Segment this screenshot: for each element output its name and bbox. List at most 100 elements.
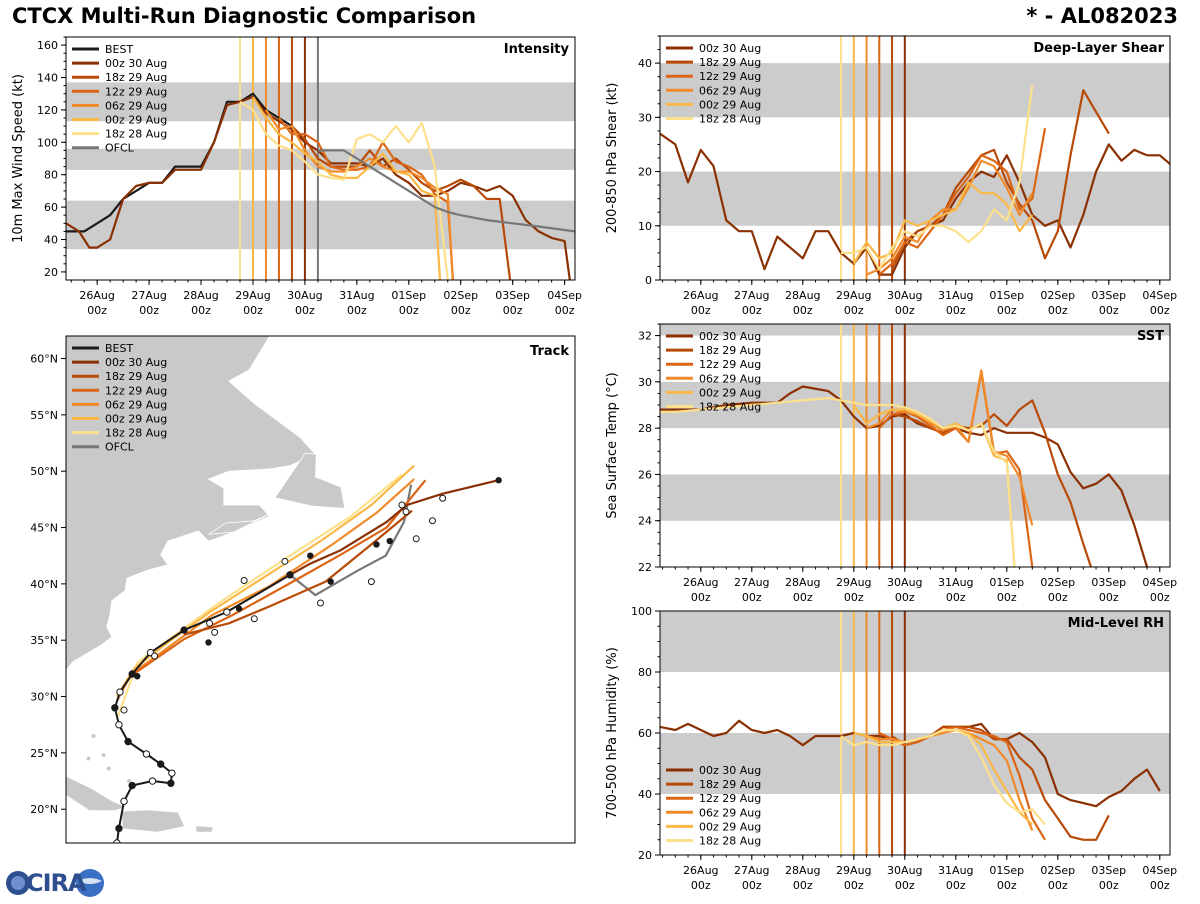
x-tick-label: 00z bbox=[295, 304, 315, 317]
y-tick-label: 100 bbox=[631, 605, 652, 618]
legend-label: OFCL bbox=[105, 441, 135, 454]
land-bahamas-island bbox=[86, 756, 91, 761]
chart-sst: 22 24 26 28 30 32 26Aug 00z 27Aug 00z 28Aug 00z 29Au… bbox=[605, 323, 1177, 604]
y-tick-label: 32 bbox=[638, 330, 652, 343]
x-tick-label: 03Sep bbox=[1091, 576, 1126, 589]
panel-title: Intensity bbox=[504, 42, 570, 57]
legend-label: 00z 29 Aug bbox=[699, 386, 761, 399]
series-line-18z-28-Aug bbox=[239, 100, 449, 280]
land-puerto-rico bbox=[196, 826, 213, 832]
legend-label: 00z 30 Aug bbox=[105, 57, 167, 70]
x-tick-label: 00z bbox=[997, 879, 1017, 892]
figure-title: CTCX Multi-Run Diagnostic Comparison bbox=[12, 4, 477, 28]
legend-label: 00z 30 Aug bbox=[699, 764, 761, 777]
y-tick-label: 10 bbox=[638, 220, 652, 233]
x-tick-label: 28Aug bbox=[785, 289, 820, 302]
x-tick-label: 00z bbox=[691, 879, 711, 892]
legend-label: 06z 29 Aug bbox=[105, 99, 167, 112]
x-tick-label: 01Sep bbox=[989, 289, 1024, 302]
x-tick-label: 00z bbox=[844, 304, 864, 317]
cira-logo: CIRA bbox=[4, 866, 108, 900]
legend-label: 18z 28 Aug bbox=[699, 835, 761, 848]
legend-label: 18z 29 Aug bbox=[105, 370, 167, 383]
x-tick-label: 04Sep bbox=[1142, 289, 1177, 302]
x-tick-label: 28Aug bbox=[183, 289, 218, 302]
x-tick-label: 00z bbox=[1048, 304, 1068, 317]
x-tick-label: 00z bbox=[997, 591, 1017, 604]
x-tick-label: 28Aug bbox=[785, 576, 820, 589]
x-tick-label: 00z bbox=[691, 591, 711, 604]
y-tick-label: 20 bbox=[44, 266, 58, 279]
legend-label: BEST bbox=[105, 43, 133, 56]
x-tick-label: 00z bbox=[895, 879, 915, 892]
best-track-marker bbox=[111, 704, 119, 712]
legend-label: 00z 29 Aug bbox=[699, 98, 761, 111]
x-tick-label: 00z bbox=[555, 304, 575, 317]
x-tick-label: 00z bbox=[399, 304, 419, 317]
y-tick-label: 100 bbox=[37, 136, 58, 149]
best-track-marker bbox=[148, 777, 157, 785]
x-tick-label: 30Aug bbox=[887, 864, 922, 877]
y-tick-label: 80 bbox=[638, 666, 652, 679]
legend-label: 06z 29 Aug bbox=[105, 398, 167, 411]
forecast-marker bbox=[235, 605, 243, 612]
y-tick-label: 60 bbox=[638, 727, 652, 740]
forecast-marker bbox=[120, 706, 128, 714]
y-axis-label: Sea Surface Temp (°C) bbox=[605, 372, 620, 519]
forecast-marker bbox=[373, 541, 380, 548]
x-tick-label: 00z bbox=[742, 304, 762, 317]
legend-label: 12z 29 Aug bbox=[699, 70, 761, 83]
shaded-band bbox=[66, 82, 575, 122]
series-line-12z-29-Aug bbox=[878, 128, 1047, 276]
x-tick-label: 00z bbox=[1048, 591, 1068, 604]
y-tick-label: 20 bbox=[638, 849, 652, 862]
forecast-marker bbox=[398, 501, 406, 509]
forecast-marker bbox=[151, 652, 159, 660]
y-tick-label: 140 bbox=[37, 72, 58, 85]
x-tick-label: 31Aug bbox=[938, 289, 973, 302]
forecast-marker bbox=[327, 578, 334, 585]
x-tick-label: 02Sep bbox=[1040, 864, 1075, 877]
x-tick-label: 02Sep bbox=[443, 289, 478, 302]
x-tick-label: 00z bbox=[1150, 879, 1170, 892]
legend-label: 00z 29 Aug bbox=[105, 114, 167, 127]
x-tick-label: 00z bbox=[844, 591, 864, 604]
panel-title: Mid-Level RH bbox=[1068, 616, 1164, 631]
x-tick-label: 27Aug bbox=[131, 289, 166, 302]
x-tick-label: 01Sep bbox=[391, 289, 426, 302]
series-line-18z-28-Aug bbox=[840, 728, 1046, 826]
panel-title: Track bbox=[530, 344, 569, 359]
track-line-18z-28-Aug bbox=[116, 473, 403, 718]
x-tick-label: 26Aug bbox=[683, 864, 718, 877]
x-tick-label: 29Aug bbox=[836, 576, 871, 589]
legend-label: BEST bbox=[105, 342, 133, 355]
best-track-marker bbox=[116, 688, 124, 696]
best-track-marker bbox=[120, 797, 128, 806]
x-tick-label: 00z bbox=[1099, 591, 1119, 604]
forecast-marker bbox=[367, 578, 375, 586]
storm-id-title: * - AL082023 bbox=[1026, 4, 1178, 28]
x-tick-label: 26Aug bbox=[683, 576, 718, 589]
plot-area bbox=[660, 36, 1170, 280]
forecast-marker bbox=[386, 537, 393, 545]
lat-tick-label: 60°N bbox=[30, 353, 58, 366]
x-tick-label: 00z bbox=[1099, 304, 1119, 317]
land-cuba bbox=[66, 776, 125, 811]
shaded-band bbox=[66, 200, 575, 250]
shaded-band bbox=[660, 474, 1170, 521]
lat-tick-label: 30°N bbox=[30, 691, 58, 704]
best-track-marker bbox=[156, 760, 165, 768]
land-nova-scotia bbox=[208, 513, 270, 535]
y-axis-label: 700-500 hPa Humidity (%) bbox=[605, 647, 620, 819]
x-tick-label: 04Sep bbox=[1142, 864, 1177, 877]
series-line-OFCL bbox=[317, 149, 575, 233]
map-frame bbox=[65, 335, 576, 844]
x-tick-label: 00z bbox=[742, 591, 762, 604]
best-track-marker bbox=[167, 779, 175, 787]
chart-shear: 0 10 20 30 40 26Aug 00z 27Aug 00z 28Aug 00z 29Aug 00… bbox=[605, 35, 1177, 317]
lat-tick-label: 25°N bbox=[30, 747, 58, 760]
best-track-marker bbox=[180, 626, 188, 634]
cira-logo-text: CIRA bbox=[26, 869, 87, 897]
forecast-marker bbox=[412, 535, 420, 543]
